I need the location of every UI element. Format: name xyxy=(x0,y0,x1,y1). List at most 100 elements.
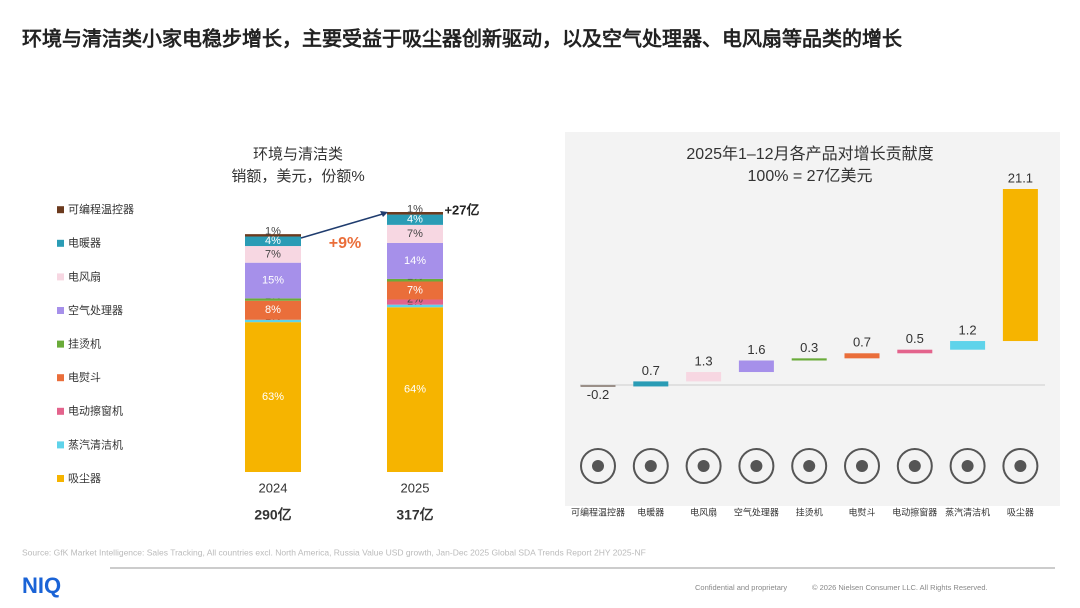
legend-label: 电熨斗 xyxy=(68,370,101,384)
value-label: 63% xyxy=(262,391,284,403)
value-label: 0.7 xyxy=(853,335,871,350)
right-subtitle: 100% = 27亿美元 xyxy=(748,167,873,185)
legend-swatch xyxy=(57,374,64,382)
waterfall-bar xyxy=(1002,189,1038,342)
legend-label: 蒸汽清洁机 xyxy=(68,437,123,451)
legend-label: 吸尘器 xyxy=(68,472,101,485)
x-tick-label: 空气处理器 xyxy=(734,506,779,517)
icon-dot xyxy=(856,460,868,472)
x-tick-label: 2024 xyxy=(259,480,288,495)
logo: NIQ xyxy=(22,573,61,598)
x-tick-label: 蒸汽清洁机 xyxy=(945,506,990,517)
icon-dot xyxy=(961,460,974,472)
value-label: 1.2 xyxy=(959,322,977,337)
icon xyxy=(685,448,722,484)
legend-swatch xyxy=(57,239,64,247)
waterfall-bar xyxy=(950,341,986,350)
icon xyxy=(791,448,828,484)
x-tick-label: 2025 xyxy=(401,480,430,495)
icon xyxy=(738,448,775,484)
bar-segment xyxy=(245,322,301,472)
arrow-head xyxy=(380,211,388,217)
value-label: 4% xyxy=(407,214,423,226)
x-tick-label: 电熨斗 xyxy=(848,506,875,517)
legend-swatch xyxy=(57,475,64,482)
source: Source: GfK Market Intelligence: Sales T… xyxy=(22,547,646,557)
icon xyxy=(632,448,669,484)
value-label: 8% xyxy=(265,304,281,316)
value-label: 7% xyxy=(265,248,281,260)
icon-dot xyxy=(697,460,710,472)
legend-swatch xyxy=(57,340,64,348)
waterfall-bar xyxy=(738,360,774,373)
value-label: 1% xyxy=(265,225,281,237)
icon-dot xyxy=(750,460,763,472)
bar-segment xyxy=(245,300,301,320)
icon xyxy=(1002,448,1039,484)
legend-label: 电动擦窗机 xyxy=(68,404,123,418)
value-label: 14% xyxy=(404,255,426,267)
legend-swatch xyxy=(57,407,64,415)
bar-segment xyxy=(387,307,443,472)
icon-dot xyxy=(644,460,657,472)
waterfall-bar xyxy=(633,381,669,387)
legend-swatch xyxy=(57,273,64,281)
icon xyxy=(896,448,933,484)
icon-dot xyxy=(1014,460,1027,472)
x-tick-label: 可编程温控器 xyxy=(571,506,625,517)
x-tick-label: 挂烫机 xyxy=(796,506,823,517)
value-label: 7% xyxy=(407,228,423,240)
value-label: 1% xyxy=(407,203,423,215)
bar-segment xyxy=(245,298,301,301)
left-subtitle: 销额，美元，份额% xyxy=(231,168,364,185)
legend-label: 挂烫机 xyxy=(68,337,101,351)
waterfall-bar xyxy=(580,385,616,387)
x-tick-label: 电风扇 xyxy=(690,506,717,517)
total-label: 290亿 xyxy=(254,507,291,523)
bar-segment xyxy=(245,246,301,263)
bar-segment xyxy=(387,214,443,225)
icon-dot xyxy=(592,460,604,472)
legend-swatch xyxy=(57,441,64,449)
bar-segment xyxy=(245,236,301,247)
bar-segment xyxy=(245,262,301,299)
icon-dot xyxy=(803,460,816,472)
right-panel xyxy=(565,132,1060,506)
bar-segment xyxy=(387,242,443,279)
legend-label: 空气处理器 xyxy=(68,303,123,317)
legend-swatch xyxy=(57,206,64,214)
icon xyxy=(844,448,880,484)
value-label: 0.5 xyxy=(906,331,924,346)
bar-segment xyxy=(387,224,443,243)
bar-segment xyxy=(387,299,443,305)
value-label: 21.1 xyxy=(1008,170,1033,185)
value-label: 0.3 xyxy=(800,340,818,355)
value-label: 64% xyxy=(404,384,426,396)
value-label: 15% xyxy=(262,274,284,286)
bar-segment xyxy=(387,281,443,300)
waterfall-bar xyxy=(686,372,722,382)
annotation: +27亿 xyxy=(444,202,479,217)
value-label: 0.7 xyxy=(642,363,660,378)
x-tick-label: 电暖器 xyxy=(637,506,664,517)
copyright: © 2026 Nielsen Consumer LLC. All Rights … xyxy=(812,583,988,592)
value-label: 1.6 xyxy=(747,342,765,357)
bar-segment xyxy=(387,304,443,308)
bar-segment xyxy=(245,319,301,323)
confidential: Confidential and proprietary xyxy=(695,583,787,592)
legend-label: 电暖器 xyxy=(68,237,101,250)
value-label: 7% xyxy=(407,284,423,296)
bar-segment xyxy=(387,212,443,215)
x-tick-label: 吸尘器 xyxy=(1007,507,1034,517)
bar-segment xyxy=(245,234,301,237)
waterfall-bar xyxy=(897,349,933,354)
growth-arrow xyxy=(300,212,387,239)
x-tick-label: 电动擦窗器 xyxy=(892,506,937,517)
value-label: -0.2 xyxy=(587,387,609,402)
waterfall-bar xyxy=(844,353,880,359)
legend-label: 电风扇 xyxy=(68,269,101,283)
legend-label: 可编程温控器 xyxy=(68,202,134,216)
icon-dot xyxy=(908,460,921,472)
legend-swatch xyxy=(57,307,64,314)
